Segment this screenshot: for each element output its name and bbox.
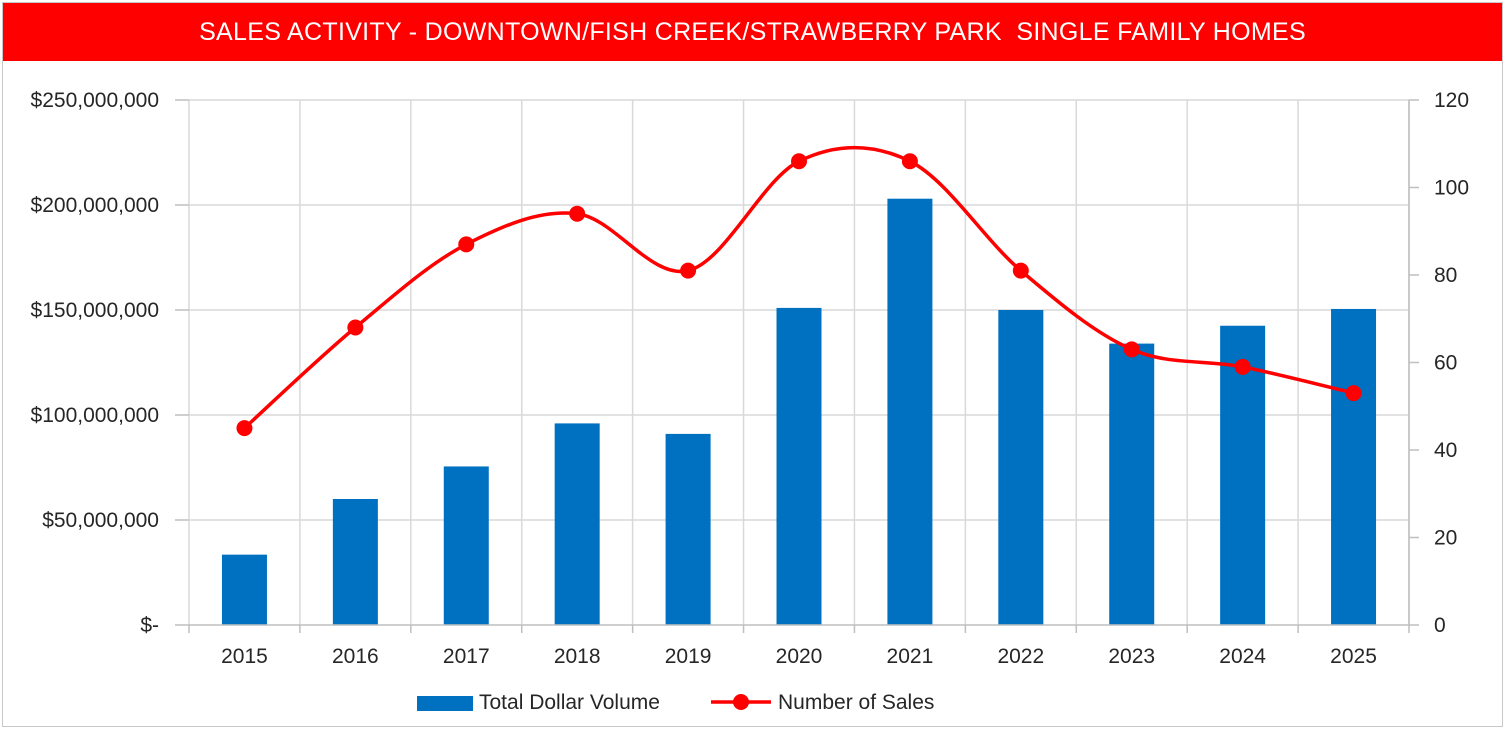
y-left-tick-label: $- <box>140 614 159 637</box>
bar-2018 <box>554 423 600 625</box>
bar-2023 <box>1109 343 1155 625</box>
y-left-tick-label: $200,000,000 <box>31 194 159 217</box>
y-right-tick-label: 40 <box>1434 439 1457 462</box>
bar-2017 <box>443 466 489 625</box>
bar-2020 <box>776 307 822 625</box>
bar-2022 <box>998 310 1044 625</box>
legend-label-total-dollar-volume: Total Dollar Volume <box>479 691 660 714</box>
chart-title: SALES ACTIVITY - DOWNTOWN/FISH CREEK/STR… <box>3 3 1502 61</box>
y-right-tick-label: 20 <box>1434 527 1457 550</box>
x-tick-label: 2024 <box>1219 645 1266 668</box>
x-tick-label: 2025 <box>1330 645 1377 668</box>
x-tick-label: 2020 <box>776 645 823 668</box>
legend-label-number-of-sales: Number of Sales <box>778 691 934 714</box>
legend: Total Dollar Volume Number of Sales <box>417 691 934 714</box>
y-axis-right-ticks: 0 20 40 60 80 100 120 <box>1434 89 1469 637</box>
legend-swatch-number-of-sales-marker <box>733 694 749 710</box>
point-2016 <box>347 319 364 336</box>
point-2024 <box>1234 358 1251 375</box>
legend-swatch-total-dollar-volume <box>417 696 473 711</box>
y-left-tick-label: $100,000,000 <box>31 404 159 427</box>
sales-count-line <box>243 145 1354 430</box>
point-2025 <box>1345 385 1362 402</box>
x-tick-label: 2016 <box>332 645 379 668</box>
y-right-tick-label: 120 <box>1434 89 1469 112</box>
x-tick-label: 2018 <box>554 645 601 668</box>
x-tick-label: 2015 <box>221 645 268 668</box>
x-tick-label: 2017 <box>443 645 490 668</box>
bar-2015 <box>221 554 267 625</box>
point-2022 <box>1012 262 1029 279</box>
y-left-tick-label: $150,000,000 <box>31 299 159 322</box>
bar-2025 <box>1331 308 1377 625</box>
axes <box>175 99 1419 633</box>
bar-2021 <box>887 198 933 625</box>
point-2023 <box>1123 341 1140 358</box>
point-2017 <box>458 236 475 253</box>
x-axis-ticks: 2015 2016 2017 2018 2019 2020 2021 2022 2023 2024… <box>221 645 1377 668</box>
y-right-tick-label: 0 <box>1434 614 1446 637</box>
point-2020 <box>791 153 807 170</box>
x-tick-label: 2021 <box>887 645 934 668</box>
bar-2024 <box>1220 325 1266 625</box>
point-2018 <box>569 205 586 222</box>
line-series-number-of-sales <box>236 145 1362 437</box>
bar-2016 <box>332 499 378 625</box>
x-tick-label: 2022 <box>997 645 1044 668</box>
point-2021 <box>901 153 918 170</box>
y-right-tick-label: 80 <box>1434 264 1457 287</box>
point-2019 <box>680 262 697 279</box>
y-left-tick-label: $50,000,000 <box>42 509 159 532</box>
bar-2019 <box>665 433 711 625</box>
y-axis-left-ticks: $- $50,000,000 $100,000,000 $150,000,000 $20… <box>31 89 159 637</box>
y-right-tick-label: 100 <box>1434 177 1469 200</box>
x-tick-label: 2019 <box>665 645 712 668</box>
x-tick-label: 2023 <box>1108 645 1155 668</box>
bar-series-total-dollar-volume <box>221 198 1377 625</box>
point-2015 <box>236 420 253 437</box>
y-right-tick-label: 60 <box>1434 352 1457 375</box>
y-left-tick-label: $250,000,000 <box>31 89 159 112</box>
